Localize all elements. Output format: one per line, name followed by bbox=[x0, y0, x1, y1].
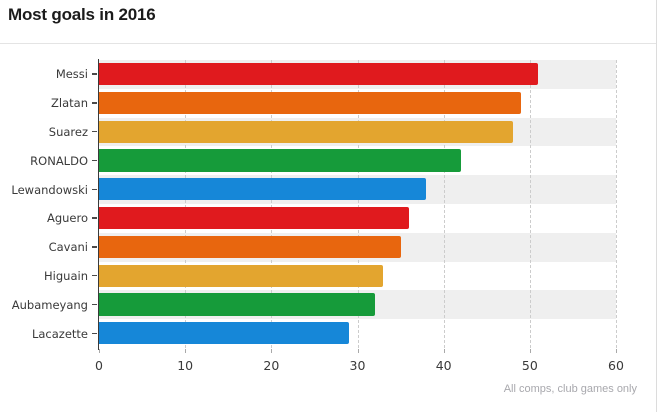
x-axis-tick bbox=[99, 349, 100, 353]
gridline-60 bbox=[616, 60, 617, 348]
bar-lacazette bbox=[99, 322, 349, 345]
bar-aubameyang bbox=[99, 293, 375, 316]
y-axis-label: Aguero bbox=[46, 211, 88, 226]
y-axis-label: Aubameyang bbox=[11, 297, 88, 312]
bar-zlatan bbox=[99, 91, 522, 115]
bar-suarez bbox=[99, 120, 513, 143]
y-axis-tick bbox=[92, 73, 97, 75]
y-axis-tick bbox=[92, 246, 97, 248]
x-axis-label: 40 bbox=[435, 358, 452, 373]
bar-cavani bbox=[99, 235, 401, 259]
x-axis-tick bbox=[357, 349, 359, 353]
gridline-50 bbox=[529, 60, 531, 348]
page-right-border bbox=[656, 0, 657, 412]
y-axis-label: Cavani bbox=[48, 240, 88, 255]
title-divider bbox=[0, 43, 656, 44]
gridline-20 bbox=[271, 60, 273, 348]
chart-title: Most goals in 2016 bbox=[8, 5, 156, 24]
x-axis-tick bbox=[185, 349, 187, 353]
y-axis-tick bbox=[92, 217, 97, 219]
x-axis-label: 0 bbox=[95, 358, 103, 373]
y-axis-label: RONALDO bbox=[30, 153, 88, 168]
x-axis-label: 60 bbox=[608, 358, 624, 373]
y-axis-label: Higuain bbox=[44, 268, 88, 283]
gridline-40 bbox=[443, 60, 445, 348]
y-axis-label: Messi bbox=[55, 67, 88, 82]
x-axis-tick bbox=[443, 349, 445, 353]
y-axis-label: Lacazette bbox=[31, 326, 88, 341]
y-axis-tick bbox=[92, 188, 97, 191]
x-axis-tick bbox=[616, 349, 617, 353]
chart-footnote: All comps, club games only bbox=[503, 383, 637, 395]
y-axis-tick bbox=[92, 102, 97, 104]
x-axis-label: 10 bbox=[177, 358, 194, 373]
bar-messi bbox=[99, 63, 539, 86]
bar-ronaldo bbox=[99, 149, 461, 172]
bar-lewandowski bbox=[99, 178, 427, 201]
x-axis-tick bbox=[271, 349, 273, 353]
y-axis-label: Suarez bbox=[48, 124, 88, 139]
y-axis-tick bbox=[92, 130, 97, 133]
bar-aguero bbox=[99, 207, 410, 230]
y-axis-line bbox=[97, 59, 99, 350]
y-axis-tick bbox=[92, 303, 97, 306]
y-axis-label: Zlatan bbox=[51, 96, 88, 111]
y-axis-label: Lewandowski bbox=[11, 182, 88, 197]
x-axis-label: 50 bbox=[521, 358, 538, 373]
gridline-10 bbox=[185, 60, 187, 348]
y-axis-tick bbox=[92, 274, 97, 277]
x-axis-label: 30 bbox=[349, 358, 366, 373]
gridline-30 bbox=[357, 60, 359, 348]
y-axis-tick bbox=[92, 159, 97, 162]
bar-higuain bbox=[99, 264, 384, 287]
x-axis-label: 20 bbox=[263, 358, 280, 373]
x-axis-tick bbox=[529, 349, 531, 353]
plot-area: Messi Zlatan Suarez RONALDO Lewandowski Aguer… bbox=[11, 59, 624, 373]
y-axis-tick bbox=[92, 332, 97, 335]
